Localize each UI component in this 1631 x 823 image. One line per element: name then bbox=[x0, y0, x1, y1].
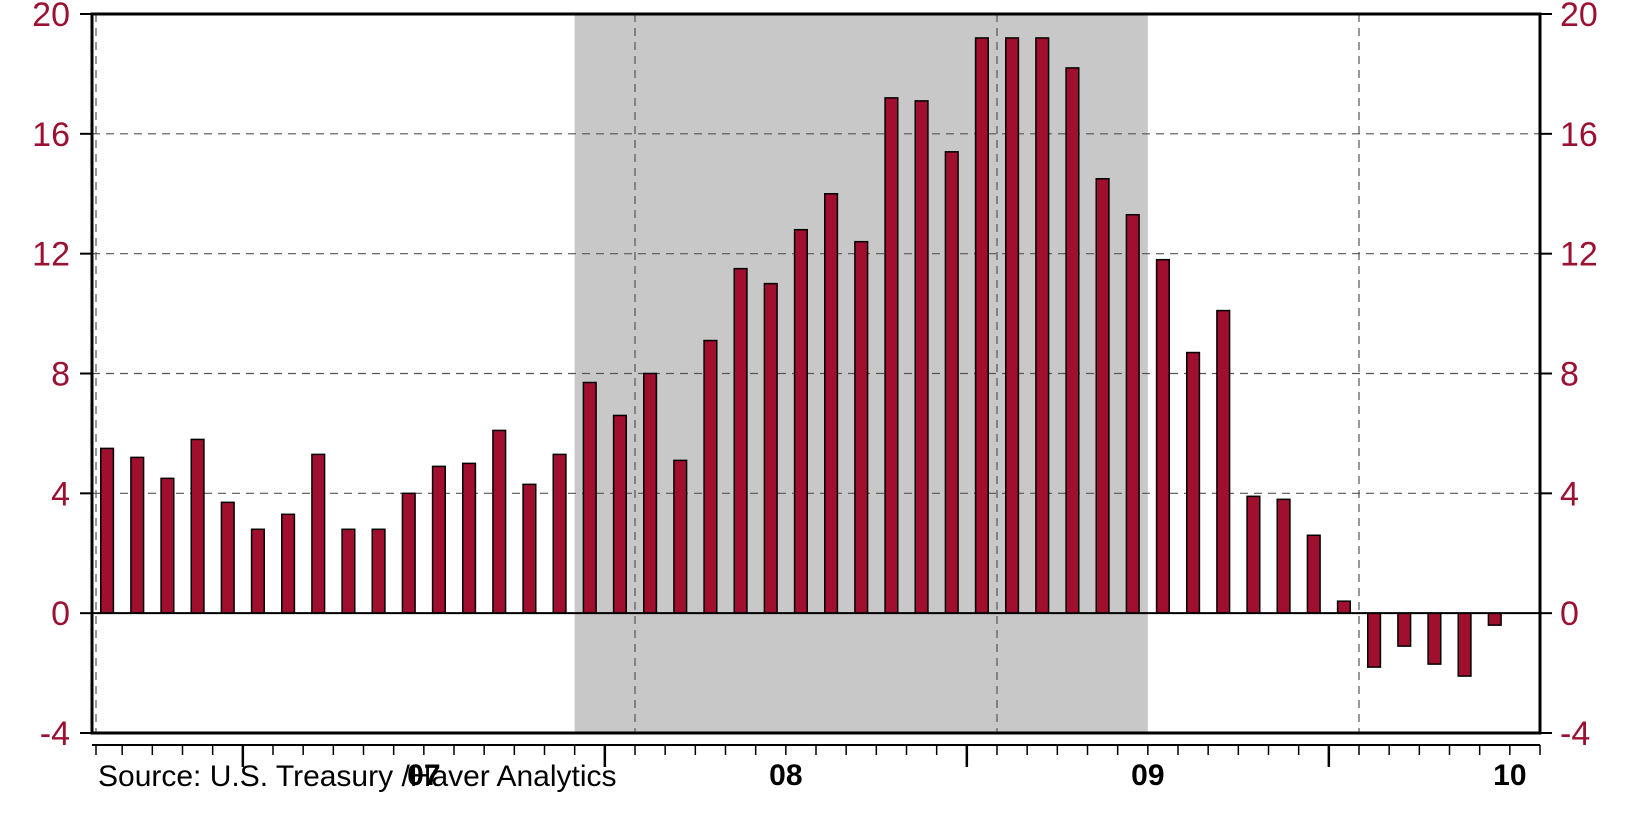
y-tick-label-right: 0 bbox=[1560, 595, 1579, 633]
y-tick-label-right: 20 bbox=[1560, 0, 1598, 34]
bar bbox=[673, 459, 688, 614]
bar bbox=[1246, 495, 1261, 614]
bar bbox=[763, 282, 778, 614]
bar bbox=[99, 447, 115, 614]
bar bbox=[1065, 67, 1080, 614]
x-axis: 07 08 09 10 bbox=[92, 744, 1541, 792]
bar bbox=[1125, 213, 1140, 614]
y-tick-label-right: -4 bbox=[1560, 715, 1590, 753]
y-axis-ticks: 20 20 16 16 12 12 8 8 4 4 0 0 -4 -4 bbox=[32, 0, 1598, 753]
grid-lines bbox=[92, 14, 1540, 733]
x-year-label: 10 bbox=[1493, 759, 1526, 792]
x-year-label: 09 bbox=[1131, 759, 1164, 792]
y-tick-label-left: -4 bbox=[40, 715, 70, 753]
bar bbox=[160, 477, 175, 614]
bar bbox=[1004, 37, 1020, 614]
bar bbox=[1427, 612, 1442, 665]
bar bbox=[1397, 612, 1412, 647]
bar bbox=[823, 193, 839, 614]
bar bbox=[1457, 612, 1472, 677]
bar bbox=[371, 528, 386, 614]
bar bbox=[220, 501, 235, 614]
bar bbox=[854, 240, 869, 614]
source-note: Source: U.S. Treasury /Haver Analytics bbox=[98, 760, 617, 793]
bar bbox=[190, 438, 205, 614]
bar bbox=[1035, 37, 1050, 614]
bar bbox=[341, 528, 356, 614]
bar bbox=[461, 462, 477, 614]
y-tick-label-left: 0 bbox=[51, 595, 70, 633]
bar bbox=[1095, 178, 1110, 614]
y-tick-label-right: 4 bbox=[1560, 475, 1579, 513]
bar bbox=[612, 414, 628, 614]
bar bbox=[1155, 258, 1171, 614]
y-tick-label-left: 8 bbox=[51, 356, 70, 394]
bar bbox=[280, 513, 296, 614]
bar bbox=[401, 492, 416, 614]
y-tick-label-right: 8 bbox=[1560, 356, 1579, 394]
bar bbox=[703, 339, 718, 614]
x-year-label: 08 bbox=[769, 759, 802, 792]
bar bbox=[431, 465, 447, 614]
y-tick-label-right: 12 bbox=[1560, 236, 1598, 274]
bar bbox=[492, 429, 507, 614]
bar bbox=[974, 37, 990, 614]
bar bbox=[944, 151, 959, 614]
bar bbox=[914, 100, 929, 614]
bar bbox=[1276, 498, 1291, 614]
y-tick-label-left: 4 bbox=[51, 475, 70, 513]
bar bbox=[582, 381, 597, 614]
y-tick-label-left: 12 bbox=[32, 236, 70, 274]
bar bbox=[1185, 351, 1201, 614]
y-tick-label-left: 16 bbox=[32, 116, 70, 154]
bar bbox=[552, 453, 567, 614]
bar bbox=[250, 528, 266, 614]
bar bbox=[1336, 600, 1352, 614]
bar bbox=[1487, 612, 1502, 626]
bar bbox=[1216, 309, 1231, 614]
bar bbox=[642, 372, 658, 614]
x-year-label: 07 bbox=[407, 759, 440, 792]
bar bbox=[884, 97, 899, 614]
bars bbox=[99, 37, 1502, 677]
y-tick-label-right: 16 bbox=[1560, 116, 1598, 154]
y-tick-label-left: 20 bbox=[32, 0, 70, 34]
bar bbox=[793, 228, 809, 614]
bar bbox=[1306, 534, 1321, 614]
bar bbox=[1366, 612, 1382, 668]
bar bbox=[311, 453, 326, 614]
bar bbox=[130, 456, 145, 614]
bar bbox=[522, 483, 537, 614]
bar bbox=[733, 267, 748, 614]
